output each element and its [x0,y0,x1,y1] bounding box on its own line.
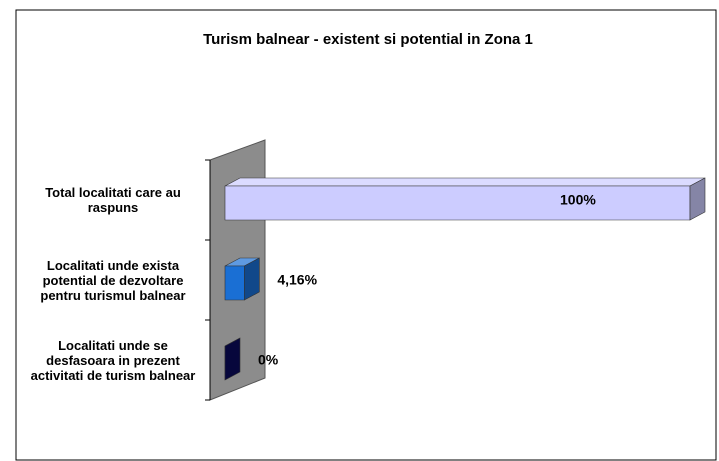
value-label: 4,16% [277,272,317,288]
bar-side [224,337,241,381]
category-label: Total localitati care au raspuns [45,185,181,215]
chart-title: Turism balnear - existent si potential i… [203,31,533,48]
bar [224,337,241,381]
chart-frame [15,9,717,461]
bar-side [244,257,260,301]
category-label: Localitati unde exista potential de dezv… [40,257,186,303]
bar [224,257,260,301]
bar-side [689,177,706,221]
bar [224,177,706,221]
value-label: 100% [560,192,596,208]
category-label: Localitati unde se desfasoara in prezent… [30,337,196,383]
bar-front [224,265,245,301]
value-label: 0% [258,352,279,368]
bar-top [224,177,706,187]
bar-front [224,185,691,221]
